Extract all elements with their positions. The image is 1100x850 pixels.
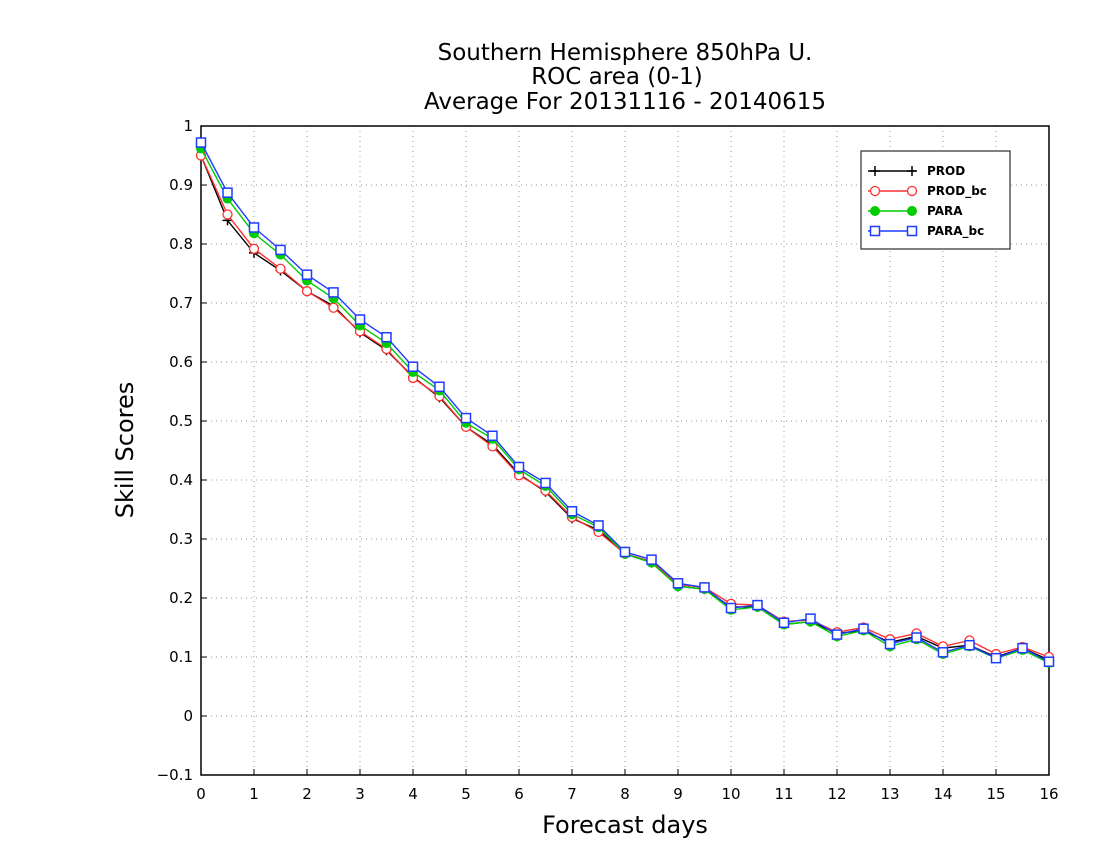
data-point-para-bc [328,287,339,298]
data-point-para-bc [195,137,207,148]
data-point-para-bc [354,314,366,325]
data-point-para-bc [248,222,260,233]
y-axis-label: Skill Scores [111,382,139,519]
data-point-para-bc [513,461,525,473]
x-tick-label: 9 [673,785,683,803]
x-tick-label: 5 [461,785,471,803]
legend-label: PARA [927,204,963,218]
data-point-para-bc [831,629,843,640]
data-point-prod-bc [275,263,286,274]
data-point-para-bc [937,647,949,658]
chart-title-line-1: Southern Hemisphere 850hPa U. [438,40,813,66]
data-point-para-bc [646,554,657,565]
data-point-para-bc [672,578,684,589]
y-tick-label: 0.6 [169,353,193,371]
legend-item-para-bc: PARA_bc [868,224,984,239]
x-tick-label: 12 [827,785,846,803]
legend-label: PARA_bc [927,224,984,239]
data-point-para-bc [884,638,896,650]
chart-title-line-2: ROC area (0-1) [531,64,703,90]
x-tick-label: 4 [408,785,418,803]
legend-swatch-marker [869,185,881,197]
data-point-para-bc [964,639,975,651]
x-tick-label: 6 [514,785,524,803]
x-tick-label: 2 [302,785,312,803]
data-point-para-bc [301,269,313,280]
legend-swatch-marker [906,185,918,197]
legend-swatch-marker [907,206,917,216]
legend-label: PROD [927,164,965,178]
legend-item-prod-bc: PROD_bc [868,184,987,199]
data-point-para-bc [699,582,710,593]
data-point-para-bc [593,520,604,531]
data-point-para-bc [407,361,419,372]
x-tick-label: 10 [721,785,740,803]
y-tick-label: 0.2 [169,589,193,607]
legend-swatch-marker [870,206,880,216]
x-tick-label: 0 [196,785,206,803]
y-tick-label: 0 [183,707,193,725]
data-point-prod-bc [328,302,339,313]
data-point-para-bc [752,599,763,611]
y-tick-label: 0.9 [169,176,193,194]
y-tick-label: 0.5 [169,412,193,430]
legend-item-para: PARA [868,204,963,218]
y-tick-label: 0.3 [169,530,193,548]
x-axis-label: Forecast days [542,811,708,839]
legend-swatch-marker [906,225,918,237]
data-point-para-bc [1017,642,1028,654]
series-para-bc [195,137,1055,667]
data-point-prod-bc [222,209,233,220]
series-group [195,137,1055,668]
x-tick-label: 13 [880,785,899,803]
data-point-para-bc [619,546,631,558]
x-tick-label: 15 [986,785,1005,803]
data-point-para-bc [858,623,869,634]
data-point-para-bc [1043,656,1055,667]
legend-swatch-marker [869,225,881,237]
data-point-para-bc [222,187,233,198]
y-tick-label: −0.1 [157,766,193,784]
y-tick-label: 0.8 [169,235,193,253]
x-tick-label: 7 [567,785,577,803]
y-tick-label: 0.1 [169,648,193,666]
data-point-para-bc [990,652,1002,664]
data-point-para-bc [487,430,498,441]
y-tick-label: 0.4 [169,471,193,489]
legend-swatch-marker [870,166,880,176]
data-point-prod-bc [248,243,260,254]
data-point-para-bc [381,331,392,343]
y-tick-label: 0.7 [169,294,193,312]
axis-ticks: 0 1 2 3 4 5 6 7 8 9 10 11 12 13 14 15 16−0.100.10.20.30.… [157,117,1059,803]
data-point-prod-bc [301,286,313,297]
data-point-para-bc [275,244,286,256]
x-tick-label: 1 [249,785,259,803]
legend: PROD PROD_bc PARA PARA_bc [860,150,1011,250]
chart-title-line-3: Average For 20131116 - 20140615 [424,89,826,115]
x-tick-label: 3 [355,785,365,803]
x-tick-label: 8 [620,785,630,803]
legend-box [860,150,1011,250]
data-point-para-bc [540,477,551,489]
data-point-para-bc [434,381,445,393]
data-point-para-bc [911,632,922,643]
data-point-para-bc [778,617,790,629]
legend-swatch-marker [907,166,917,176]
data-point-para-bc [566,506,578,517]
legend-item-prod: PROD [868,164,965,178]
data-point-para-bc [805,613,816,624]
x-tick-label: 11 [774,785,793,803]
legend-label: PROD_bc [927,184,987,199]
x-tick-label: 16 [1039,785,1058,803]
data-point-para-bc [460,412,472,424]
data-point-para-bc [725,602,737,614]
grid-lines [201,126,1049,775]
x-tick-label: 14 [933,785,952,803]
y-tick-label: 1 [183,117,193,135]
